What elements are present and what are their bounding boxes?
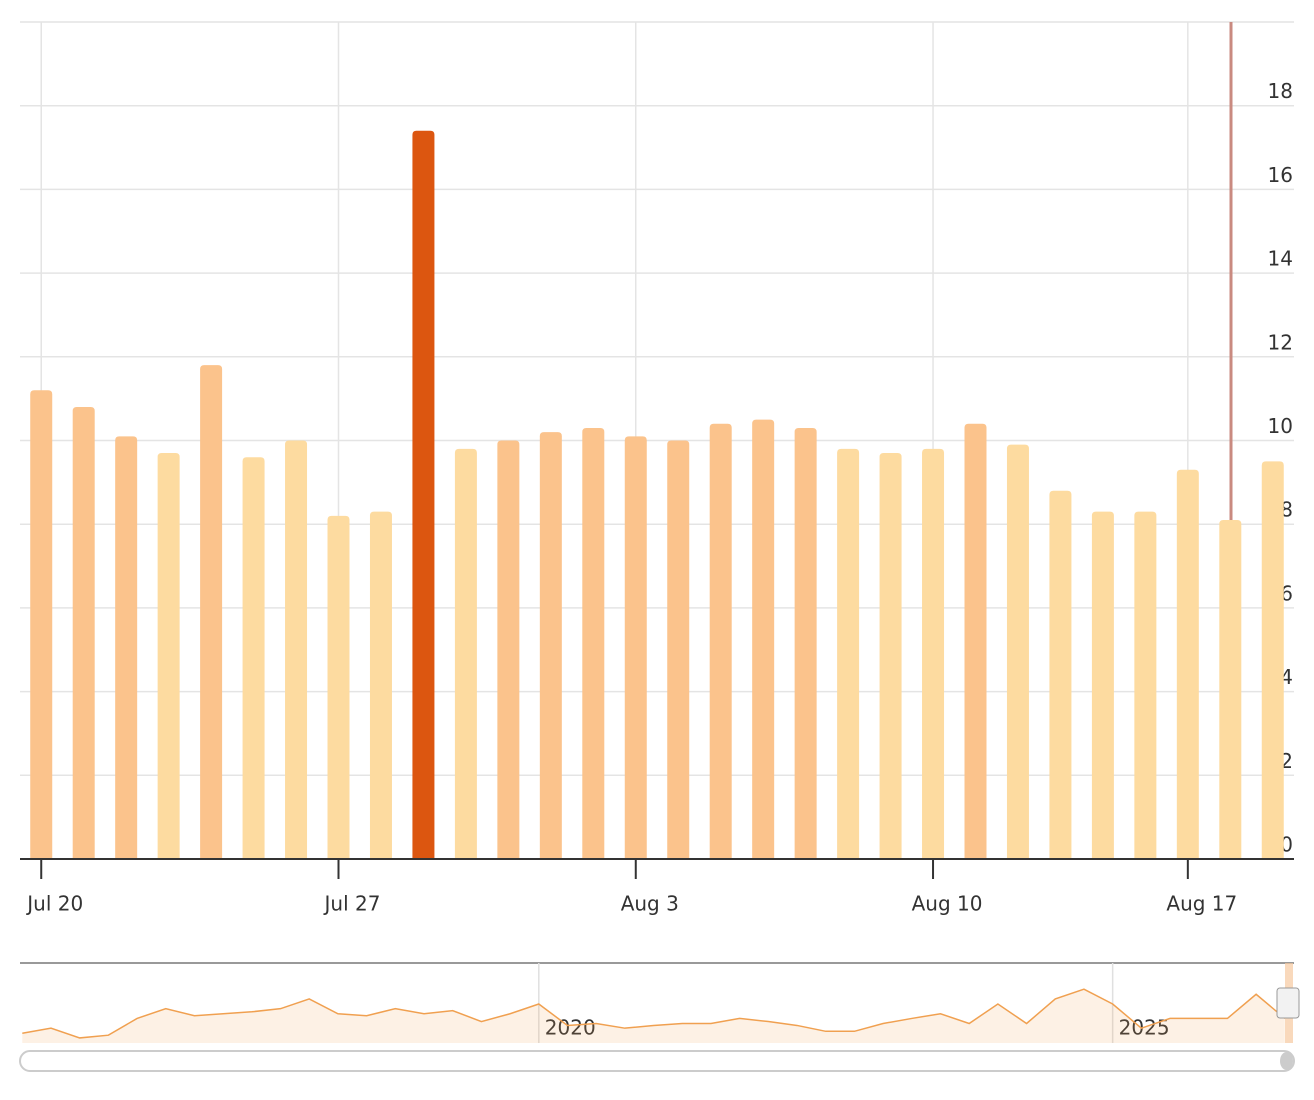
navigator-bg [20,963,1294,1043]
bar [497,440,520,859]
bar [1219,520,1242,859]
bar [1176,469,1199,859]
bar [922,448,945,859]
bar [964,423,987,859]
x-tick-label: Aug 3 [621,892,679,916]
bar [667,440,690,859]
bar [582,427,605,859]
bar [327,515,350,859]
bar [1261,461,1284,859]
bar [794,427,817,859]
bar [72,407,95,859]
y-tick-label: 12 [1268,330,1293,354]
x-tick-label: Jul 20 [25,892,83,916]
y-tick-label: 18 [1268,79,1293,103]
bar [837,448,860,859]
y-tick-label: 16 [1268,163,1293,187]
navigator-tick-label: 2020 [545,1016,596,1040]
scrollbar-thumb[interactable] [1280,1052,1293,1070]
bar [1006,444,1029,859]
bar [539,432,562,859]
scrollbar-track[interactable] [19,1050,1295,1072]
bar [1049,490,1072,859]
bar [412,130,435,859]
navigator: 2020 2025 [20,962,1294,1043]
y-tick-label: 14 [1268,247,1293,271]
bar [30,390,53,859]
x-tick-label: Jul 27 [323,892,381,916]
y-tick-label: 10 [1268,414,1293,438]
bar [624,436,647,859]
bar [200,365,223,859]
bar [242,457,265,859]
bar [879,453,902,859]
bar [454,448,477,859]
bar [709,423,732,859]
x-tick-label: Aug 17 [1166,892,1237,916]
bar [1091,511,1114,859]
bar [369,511,392,859]
bar [752,419,775,859]
bar [115,436,138,859]
navigator-area [22,989,1285,1043]
bar [1134,511,1157,859]
navigator-line [22,988,1286,1039]
navigator-handle[interactable] [1276,987,1300,1019]
x-tick-label: Aug 10 [912,892,983,916]
bar [157,453,180,859]
bar [285,440,308,859]
